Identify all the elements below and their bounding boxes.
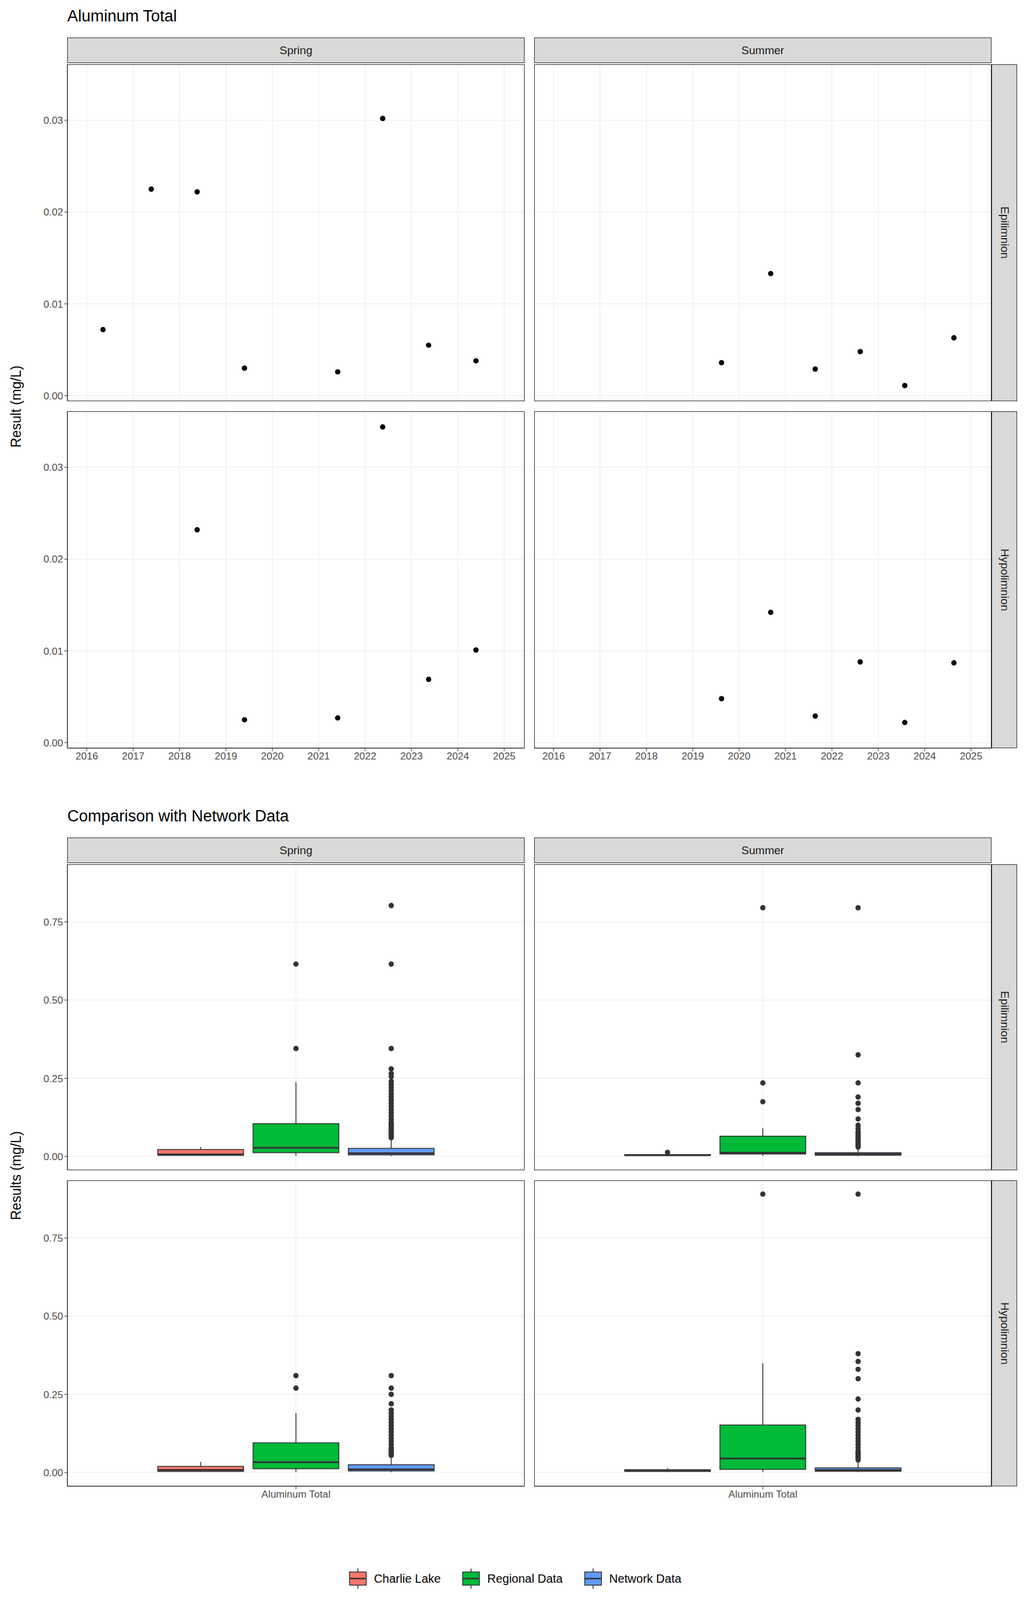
svg-text:2020: 2020: [727, 750, 751, 763]
svg-text:2025: 2025: [493, 750, 516, 763]
svg-text:0.02: 0.02: [43, 206, 64, 218]
svg-text:Aluminum Total: Aluminum Total: [728, 1489, 798, 1501]
svg-text:0.50: 0.50: [43, 1311, 64, 1323]
html-text:Results (mg/L): Results (mg/L): [8, 1131, 24, 1221]
svg-text:0.00: 0.00: [43, 390, 64, 402]
svg-text:0.00: 0.00: [43, 1151, 64, 1163]
svg-text:0.01: 0.01: [43, 298, 64, 311]
svg-text:0.75: 0.75: [43, 1233, 64, 1245]
svg-text:0.01: 0.01: [43, 646, 64, 658]
svg-text:2023: 2023: [400, 750, 423, 763]
svg-text:2024: 2024: [446, 750, 470, 763]
html-text:Hypolimnion: Hypolimnion: [998, 1302, 1011, 1366]
html-text:Spring: Spring: [279, 844, 313, 857]
svg-text:2017: 2017: [588, 750, 612, 763]
svg-text:0.00: 0.00: [43, 737, 64, 750]
html-text:Result (mg/L): Result (mg/L): [8, 365, 24, 448]
svg-text:2021: 2021: [774, 750, 797, 763]
svg-text:0.50: 0.50: [43, 995, 64, 1007]
svg-text:2021: 2021: [307, 750, 330, 763]
svg-text:2022: 2022: [353, 750, 377, 763]
svg-text:2023: 2023: [867, 750, 890, 763]
svg-text:0.00: 0.00: [43, 1467, 64, 1480]
svg-text:2018: 2018: [635, 750, 659, 763]
html-text:Epilimnion: Epilimnion: [998, 206, 1011, 259]
svg-text:0.03: 0.03: [43, 462, 64, 474]
svg-text:2024: 2024: [913, 750, 937, 763]
svg-text:2022: 2022: [820, 750, 844, 763]
svg-text:0.25: 0.25: [43, 1073, 64, 1085]
svg-text:2018: 2018: [168, 750, 192, 763]
svg-text:Aluminum Total: Aluminum Total: [261, 1489, 331, 1501]
svg-text:2025: 2025: [959, 750, 983, 763]
html-text:Summer: Summer: [741, 844, 785, 857]
html-text:Spring: Spring: [279, 43, 313, 57]
svg-text:2019: 2019: [214, 750, 238, 763]
svg-text:2017: 2017: [122, 750, 145, 763]
svg-text:2020: 2020: [260, 750, 284, 763]
html-text:Hypolimnion: Hypolimnion: [998, 548, 1011, 612]
svg-text:0.25: 0.25: [43, 1389, 64, 1402]
html-text:Summer: Summer: [741, 43, 785, 57]
html-text:Regional Data: Regional Data: [487, 1572, 563, 1586]
html-text:Aluminum Total: Aluminum Total: [67, 7, 177, 26]
html-text:Comparison with Network Data: Comparison with Network Data: [67, 807, 289, 826]
svg-text:2016: 2016: [75, 750, 99, 763]
svg-text:0.03: 0.03: [43, 114, 64, 127]
svg-text:0.75: 0.75: [43, 917, 64, 929]
html-text:Charlie Lake: Charlie Lake: [373, 1572, 441, 1586]
svg-text:0.02: 0.02: [43, 553, 64, 566]
html-text:Epilimnion: Epilimnion: [998, 991, 1011, 1044]
svg-text:2019: 2019: [681, 750, 704, 763]
svg-text:2016: 2016: [542, 750, 566, 763]
html-text:Network Data: Network Data: [609, 1572, 682, 1586]
